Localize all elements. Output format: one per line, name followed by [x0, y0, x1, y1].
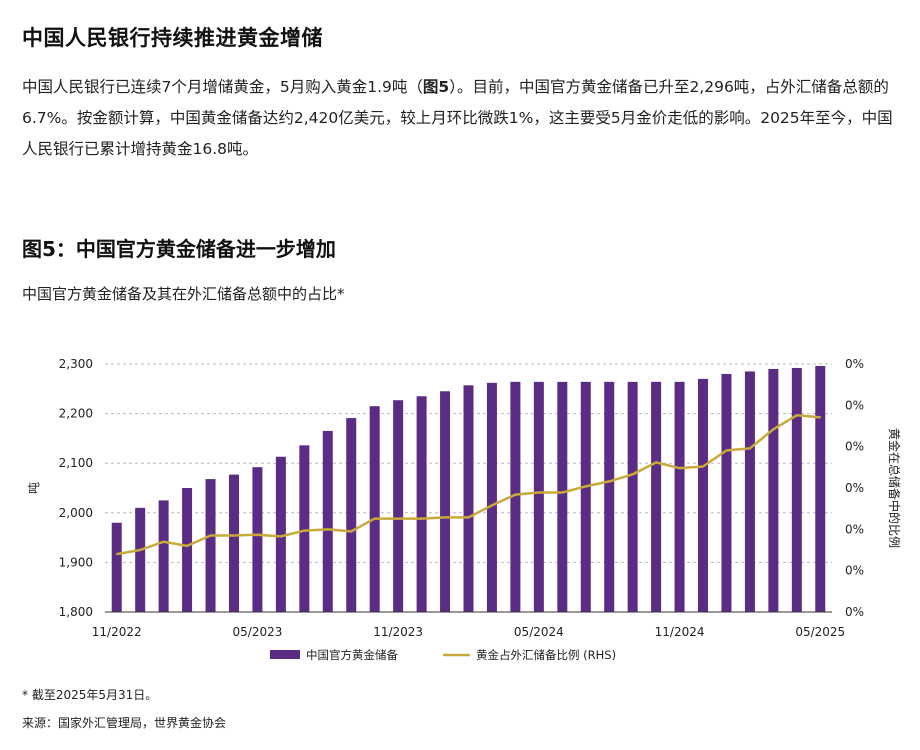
source-note: 来源：国家外汇管理局，世界黄金协会: [22, 716, 227, 730]
ratio-point: [749, 447, 751, 450]
bar: [135, 507, 146, 612]
ratio-point: [655, 461, 657, 464]
ratio-point: [186, 545, 188, 547]
y2-tick-label: 0%: [845, 564, 864, 578]
bar: [182, 488, 193, 612]
ratio-point: [420, 517, 423, 520]
ratio-point: [326, 528, 329, 531]
ratio-point: [397, 517, 399, 520]
x-tick-label: 05/2024: [514, 625, 564, 639]
bar: [486, 382, 497, 612]
bar: [252, 467, 263, 612]
ratio-point: [584, 485, 587, 488]
bar: [651, 381, 662, 612]
legend-bar-swatch: [270, 650, 300, 659]
footnote: * 截至2025年5月31日。: [22, 688, 158, 702]
legend-bar-label: 中国官方黄金储备: [306, 648, 398, 662]
bar: [111, 522, 122, 612]
bar: [557, 381, 568, 612]
ratio-point: [772, 428, 775, 431]
ratio-point: [514, 493, 517, 496]
bar: [533, 381, 544, 612]
ratio-point: [819, 416, 822, 419]
y2-tick-label: 0%: [845, 357, 864, 371]
figure-subtitle: 中国官方黄金储备及其在外汇储备总额中的占比*: [22, 285, 345, 303]
ratio-point: [280, 535, 282, 538]
bar: [674, 381, 685, 612]
bar: [580, 381, 591, 612]
bar: [205, 479, 216, 612]
para-text-1: 中国人民银行已连续7个月增储黄金，5月购入黄金1.9吨（: [22, 78, 423, 96]
ratio-point: [702, 465, 704, 468]
ratio-point: [796, 414, 798, 417]
para-text-2: ）。目前，中国官方黄金储备已升至2,296吨，占外汇储备总额的6.7%。按金额计…: [22, 78, 893, 158]
y-tick-label: 2,300: [59, 357, 93, 371]
y2-tick-label: 0%: [845, 398, 864, 412]
ratio-point: [538, 491, 540, 494]
ratio-point: [608, 480, 611, 483]
bar: [744, 371, 755, 612]
y-tick-label: 1,800: [59, 605, 93, 619]
bar: [369, 406, 380, 612]
y2-axis-label: 黄金在总储备中的比例: [887, 428, 902, 548]
ratio-point: [491, 504, 493, 507]
bar: [721, 373, 732, 612]
ratio-point: [561, 491, 564, 494]
ratio-point: [373, 517, 376, 520]
x-tick-label: 11/2024: [655, 625, 705, 639]
bar: [275, 456, 286, 612]
gold-reserve-chart: 1,800 1,900 2,000 2,100 2,200 2,300 0% 0% 0% 0% 0%…: [27, 357, 902, 662]
y-axis-label: 吨: [27, 482, 41, 494]
x-tick-label: 11/2023: [373, 625, 423, 639]
ratio-point: [209, 534, 212, 537]
bar: [346, 418, 357, 612]
bar: [698, 378, 709, 612]
x-tick-label: 05/2025: [795, 625, 845, 639]
y2-tick-label: 0%: [845, 481, 864, 495]
ratio-point: [115, 553, 118, 555]
ratio-point: [350, 530, 353, 533]
y2-tick-label: 0%: [845, 522, 864, 536]
article-paragraph: 中国人民银行已连续7个月增储黄金，5月购入黄金1.9吨（图5）。目前，中国官方黄…: [22, 72, 907, 165]
bar: [604, 381, 615, 612]
ratio-point: [303, 529, 306, 532]
y-tick-label: 2,200: [59, 407, 93, 421]
legend-line-label: 黄金占外汇储备比例 (RHS): [476, 648, 616, 662]
ratio-point: [233, 534, 235, 537]
bar: [768, 368, 779, 612]
bar: [510, 381, 521, 612]
bar: [228, 474, 239, 612]
bar: [322, 430, 333, 612]
bar: [440, 391, 451, 612]
figure-ref-link[interactable]: 图5: [422, 78, 450, 96]
bar: [299, 445, 310, 612]
bar: [416, 396, 427, 612]
article-title: 中国人民银行持续推进黄金增储: [22, 26, 323, 50]
ratio-point: [444, 516, 446, 519]
bar: [627, 381, 638, 612]
ratio-point: [256, 533, 259, 536]
y2-tick-label: 0%: [845, 605, 864, 619]
bar: [158, 500, 169, 612]
bar: [815, 365, 826, 612]
ratio-point: [725, 449, 728, 452]
ratio-point: [467, 516, 470, 519]
x-tick-label: 11/2022: [92, 625, 142, 639]
y-tick-label: 2,100: [59, 456, 93, 470]
ratio-point: [631, 473, 634, 476]
ratio-point: [162, 540, 165, 543]
y-tick-label: 1,900: [59, 555, 93, 569]
ratio-point: [139, 549, 141, 551]
x-tick-label: 05/2023: [233, 625, 283, 639]
bar: [463, 385, 474, 612]
bar: [393, 400, 404, 612]
y2-tick-label: 0%: [845, 440, 864, 454]
figure-title: 图5：中国官方黄金储备进一步增加: [22, 237, 336, 261]
y-tick-label: 2,000: [59, 506, 93, 520]
ratio-point: [678, 467, 681, 469]
bar: [791, 367, 802, 612]
